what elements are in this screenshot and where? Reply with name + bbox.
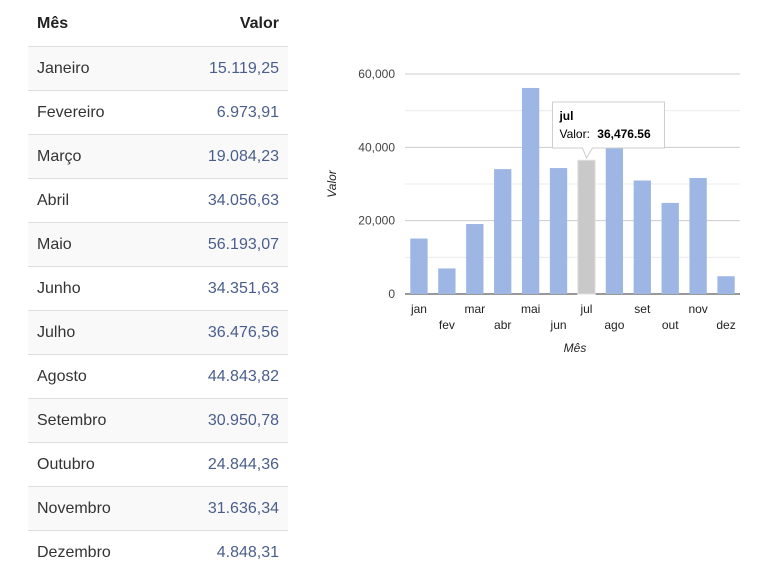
value-cell: 31.636,34: [159, 486, 288, 531]
x-tick-label: ago: [604, 318, 624, 332]
chart-tooltip: jul Valor: 36,476.56: [551, 101, 665, 160]
month-cell: Fevereiro: [28, 90, 160, 135]
bar-mai[interactable]: [521, 87, 540, 294]
value-cell: 34.351,63: [159, 266, 288, 311]
table-header-row: Mês Valor: [28, 2, 288, 47]
y-axis-ticks: 0 20,000 40,000 60,000: [358, 67, 395, 301]
bar-nov[interactable]: [689, 178, 707, 294]
month-cell: Novembro: [28, 486, 160, 531]
month-cell: Agosto: [28, 354, 160, 399]
month-cell: Junho: [28, 266, 160, 311]
value-cell: 30.950,78: [159, 398, 288, 443]
table-row: Janeiro 15.119,25: [28, 46, 288, 91]
month-cell: Abril: [28, 178, 160, 223]
bar-jun[interactable]: [549, 168, 568, 294]
tooltip-value-line: Valor: 36,476.56: [559, 127, 651, 141]
table-row: Maio 56.193,07: [28, 222, 288, 267]
x-tick-label: mai: [521, 302, 540, 316]
tooltip-value: 36,476.56: [597, 127, 651, 141]
month-cell: Outubro: [28, 442, 160, 487]
month-cell: Julho: [28, 310, 160, 355]
value-cell: 19.084,23: [159, 134, 288, 179]
x-axis-label: Mês: [564, 341, 587, 355]
month-cell: Dezembro: [28, 530, 160, 567]
table-row: Setembro 30.950,78: [28, 398, 288, 443]
x-tick-label: jun: [550, 318, 567, 332]
x-tick-label: mar: [464, 302, 485, 316]
tooltip-box: [551, 101, 665, 160]
month-cell: Maio: [28, 222, 160, 267]
x-tick-label: dez: [716, 318, 735, 332]
value-cell: 6.973,91: [159, 90, 288, 135]
table-row: Julho 36.476,56: [28, 310, 288, 355]
x-tick-label: nov: [688, 302, 707, 316]
table-row: Março 19.084,23: [28, 134, 288, 179]
y-tick-label: 40,000: [358, 140, 395, 154]
value-cell: 36.476,56: [159, 310, 288, 355]
value-cell: 44.843,82: [159, 354, 288, 399]
bar-jul[interactable]: [577, 159, 596, 295]
value-column-header[interactable]: Valor: [159, 2, 288, 47]
x-tick-label: jul: [579, 302, 592, 316]
bar-dez[interactable]: [717, 276, 735, 294]
chart-bars: [410, 87, 735, 295]
table-row: Dezembro 4.848,31: [28, 530, 288, 567]
table-row: Agosto 44.843,82: [28, 354, 288, 399]
table-body: Janeiro 15.119,25 Fevereiro 6.973,91 Março 19…: [28, 46, 288, 567]
y-tick-label: 0: [388, 287, 395, 301]
tooltip-value-label: Valor:: [559, 127, 589, 141]
month-cell: Setembro: [28, 398, 160, 443]
table-row: Fevereiro 6.973,91: [28, 90, 288, 135]
x-tick-label: set: [634, 302, 651, 316]
tooltip-category: jul: [558, 109, 573, 123]
table-row: Outubro 24.844,36: [28, 442, 288, 487]
x-tick-label: jan: [410, 302, 427, 316]
bar-abr[interactable]: [494, 169, 512, 294]
value-cell: 34.056,63: [159, 178, 288, 223]
value-cell: 4.848,31: [159, 530, 288, 567]
monthly-values-table: Mês Valor Janeiro 15.119,25 Fevereiro 6.973…: [28, 2, 288, 567]
month-cell: Março: [28, 134, 160, 179]
x-tick-label: out: [662, 318, 679, 332]
bar-jan[interactable]: [410, 238, 428, 294]
month-cell: Janeiro: [28, 46, 160, 91]
x-tick-label: fev: [439, 318, 455, 332]
y-axis-label: Valor: [325, 169, 339, 198]
bar-ago[interactable]: [605, 129, 624, 294]
y-tick-label: 20,000: [358, 214, 395, 228]
table-row: Junho 34.351,63: [28, 266, 288, 311]
table-row: Novembro 31.636,34: [28, 486, 288, 531]
month-column-header[interactable]: Mês: [28, 2, 160, 47]
bar-set[interactable]: [633, 180, 651, 294]
value-cell: 15.119,25: [159, 46, 288, 91]
x-tick-label: abr: [494, 318, 511, 332]
value-cell: 24.844,36: [159, 442, 288, 487]
bar-out[interactable]: [661, 202, 679, 294]
bar-fev[interactable]: [438, 268, 456, 294]
table-row: Abril 34.056,63: [28, 178, 288, 223]
bar-mar[interactable]: [466, 224, 484, 294]
value-cell: 56.193,07: [159, 222, 288, 267]
y-tick-label: 60,000: [358, 67, 395, 81]
